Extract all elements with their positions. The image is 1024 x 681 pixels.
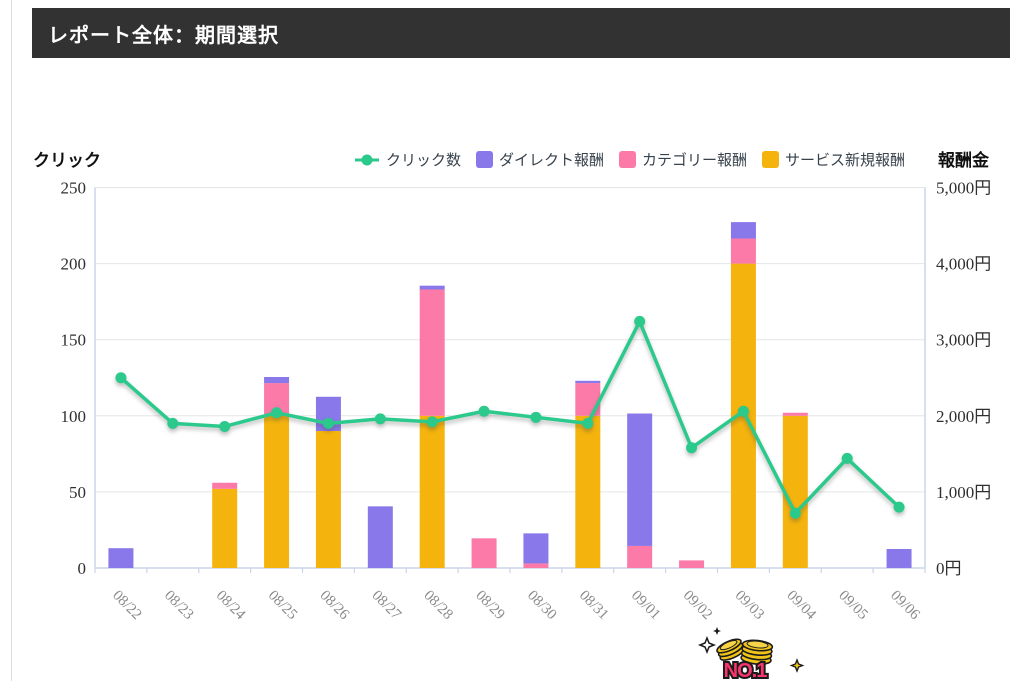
- line-point: [841, 452, 853, 464]
- bar-segment: [575, 415, 601, 568]
- left-tick-label: 0: [78, 559, 87, 578]
- clicks-line: [119, 319, 901, 515]
- bar-segment: [575, 383, 601, 416]
- line-point: [686, 442, 698, 454]
- date-label: 08/24: [213, 588, 249, 624]
- bar-segment: [471, 538, 497, 568]
- no1-coins-badge: NO.1: [697, 627, 805, 681]
- bar-segment: [419, 289, 445, 416]
- date-label: 09/03: [732, 588, 767, 623]
- right-tick-label: 4,000円: [936, 255, 991, 274]
- line-point: [167, 417, 179, 429]
- report-title: レポート全体：期間選択: [48, 24, 279, 47]
- square-marker-icon: [761, 151, 779, 168]
- date-label: 09/04: [783, 588, 819, 624]
- legend-item-category-reward[interactable]: カテゴリー報酬: [618, 149, 747, 170]
- legend-label: サービス新規報酬: [784, 152, 905, 169]
- left-axis-title: クリック: [33, 151, 101, 170]
- bar-segment: [367, 506, 393, 568]
- line-point: [634, 315, 646, 327]
- date-label: 08/23: [161, 588, 196, 623]
- date-label: 09/06: [887, 588, 923, 624]
- bar-segment: [264, 376, 290, 384]
- bar-segment: [782, 412, 808, 416]
- bar-segment: [886, 548, 912, 568]
- right-tick-label: 5,000円: [936, 179, 991, 198]
- date-label: 08/25: [265, 588, 300, 623]
- right-axis-title: 報酬金: [938, 151, 989, 170]
- right-tick-label: 0円: [936, 559, 962, 578]
- date-label: 08/22: [109, 588, 144, 623]
- coin-stack-icon: [716, 638, 774, 665]
- left-tick-label: 250: [61, 179, 87, 198]
- left-tick-label: 50: [69, 483, 86, 502]
- left-tick-label: 200: [61, 255, 87, 274]
- date-label: 09/02: [680, 588, 715, 623]
- bar-segment: [730, 238, 756, 264]
- bar-segment: [523, 563, 549, 568]
- right-tick-label: 2,000円: [936, 407, 991, 426]
- line-point: [271, 407, 283, 419]
- line-point: [322, 417, 334, 429]
- date-label: 08/31: [576, 588, 611, 623]
- line-point: [582, 417, 594, 429]
- legend-item-clicks[interactable]: クリック数: [354, 149, 461, 170]
- date-label: 09/05: [835, 588, 870, 623]
- square-marker-icon: [475, 151, 493, 168]
- right-tick-label: 3,000円: [936, 331, 991, 350]
- line-point: [789, 507, 801, 519]
- clicks-line-series: [115, 315, 905, 519]
- right-tick-label: 1,000円: [936, 483, 991, 502]
- date-label: 08/26: [317, 588, 353, 624]
- line-point: [478, 405, 490, 417]
- date-label: 08/28: [420, 588, 455, 623]
- sparkle-icon: [697, 627, 805, 673]
- legend-item-service-reward[interactable]: サービス新規報酬: [761, 149, 905, 170]
- line-point: [115, 372, 127, 384]
- bar-segment: [264, 414, 290, 568]
- bar-segment: [419, 285, 445, 290]
- legend-label: クリック数: [385, 152, 461, 169]
- bar-segment: [419, 415, 445, 568]
- date-label: 08/30: [524, 588, 559, 623]
- legend-label: カテゴリー報酬: [641, 152, 747, 169]
- chart-legend: クリック数 ダイレクト報酬 カテゴリー報酬 サービス新規報酬: [354, 149, 905, 170]
- line-dot-marker-icon: [354, 154, 379, 165]
- line-point: [219, 420, 231, 432]
- line-point: [374, 413, 386, 425]
- date-label: 08/27: [368, 588, 404, 624]
- line-point: [426, 416, 438, 428]
- bar-segment: [108, 548, 134, 568]
- bar-segment: [782, 415, 808, 568]
- date-label: 08/29: [472, 588, 507, 623]
- date-label: 09/01: [628, 588, 663, 623]
- no1-badge-text: NO.1: [724, 660, 768, 681]
- legend-label: ダイレクト報酬: [498, 152, 604, 169]
- bar-segment: [627, 545, 653, 568]
- bar-segment: [575, 380, 601, 384]
- bar-segment: [730, 222, 756, 239]
- bar-segment: [627, 413, 653, 546]
- bar-segment: [315, 431, 341, 568]
- bar-segment: [679, 560, 705, 568]
- line-point: [893, 501, 905, 513]
- legend-item-direct-reward[interactable]: ダイレクト報酬: [475, 149, 604, 170]
- bar-segment: [212, 482, 238, 489]
- square-marker-icon: [618, 151, 636, 168]
- bar-segment: [523, 533, 549, 564]
- report-header: レポート全体：期間選択: [32, 8, 1010, 58]
- page-left-border: [11, 0, 12, 681]
- bar-segment: [212, 488, 238, 568]
- left-tick-label: 150: [61, 331, 87, 350]
- left-tick-label: 100: [61, 407, 87, 426]
- line-point: [530, 411, 542, 423]
- line-point: [737, 405, 749, 417]
